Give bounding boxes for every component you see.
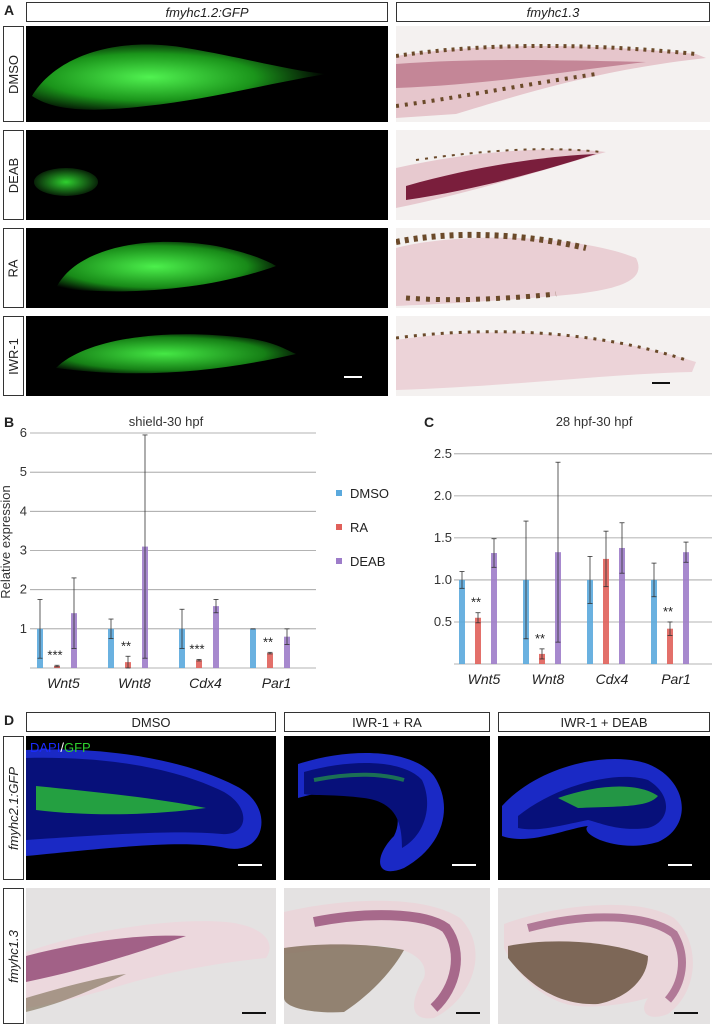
gfp-image-iwr1 (26, 316, 388, 396)
x-tick-label: Wnt5 (468, 671, 501, 687)
bar-ra (267, 653, 273, 668)
ish-image-deab (396, 130, 710, 220)
ish-image-d-iwr-ra (284, 888, 490, 1024)
row-label-fmyhc2: fmyhc2.1:GFP (3, 736, 24, 880)
bar-deab (284, 636, 290, 668)
bar-ra (667, 628, 673, 664)
y-tick-label: 6 (20, 425, 27, 440)
row-label-dmso: DMSO (3, 26, 24, 122)
y-tick-label: 5 (20, 464, 27, 479)
bar-ra (196, 660, 202, 668)
bar-dmso (459, 579, 465, 664)
legend-swatch (336, 490, 342, 496)
bar-ra (475, 617, 481, 664)
confocal-image-iwr-ra (284, 736, 490, 880)
legend-label: DMSO (350, 485, 389, 501)
significance-label: *** (189, 641, 204, 656)
chart-legend: DMSO RA DEAB (336, 476, 406, 576)
scale-bar (452, 864, 476, 866)
stain-gfp: GFP (63, 740, 91, 755)
panel-d-header-iwr-ra: IWR-1 + RA (284, 712, 490, 732)
panel-b-letter: B (4, 414, 15, 430)
gfp-image-dmso (26, 26, 388, 122)
chart-c-title: 28 hpf-30 hpf (556, 414, 633, 429)
x-tick-label: Par1 (661, 671, 691, 687)
bar-dmso (651, 579, 657, 664)
bar-ra (603, 558, 609, 664)
x-tick-label: Par1 (262, 675, 292, 691)
row-label-fmyhc13: fmyhc1.3 (3, 888, 24, 1024)
chart-b: shield-30 hpf Relative expression 1 2 3 4 5 6… (0, 414, 316, 691)
y-tick-label: 1 (20, 621, 27, 636)
chart-b-ylabel: Relative expression (0, 485, 13, 598)
scale-bar (456, 1012, 480, 1014)
ish-image-d-iwr-deab (498, 888, 710, 1024)
scale-bar (674, 1012, 698, 1014)
row-label-iwr1: IWR-1 (3, 316, 24, 396)
x-tick-label: Cdx4 (596, 671, 629, 687)
legend-swatch (336, 558, 342, 564)
legend-swatch (336, 524, 342, 530)
chart-b-title: shield-30 hpf (129, 414, 204, 429)
y-tick-label: 2 (20, 582, 27, 597)
y-tick-label: 4 (20, 503, 27, 518)
y-tick-label: 1.0 (434, 572, 452, 587)
confocal-image-dmso: DAPI/GFP (26, 736, 276, 880)
bar-deab (683, 552, 689, 664)
y-tick-label: 3 (20, 543, 27, 558)
bar-deab (491, 553, 497, 664)
legend-label: DEAB (350, 553, 386, 569)
x-tick-label: Wnt5 (47, 675, 80, 691)
x-tick-label: Wnt8 (532, 671, 565, 687)
significance-label: ** (471, 595, 481, 610)
y-tick-label: 1.5 (434, 530, 452, 545)
bar-dmso (250, 628, 256, 668)
y-tick-label: 2.5 (434, 446, 452, 461)
legend-item-ra: RA (336, 510, 406, 544)
significance-label: ** (121, 638, 131, 653)
ish-image-d-dmso (26, 888, 276, 1024)
ish-image-dmso (396, 26, 710, 122)
significance-label: ** (663, 604, 673, 619)
bar-dmso (587, 579, 593, 664)
legend-label: RA (350, 519, 369, 535)
x-tick-label: Cdx4 (189, 675, 222, 691)
scale-bar (238, 864, 262, 866)
bar-deab (213, 606, 219, 668)
stain-legend: DAPI/GFP (30, 740, 91, 755)
row-label-deab: DEAB (3, 130, 24, 220)
y-tick-label: 2.0 (434, 488, 452, 503)
ish-image-ra (396, 228, 710, 308)
scale-bar (344, 376, 362, 378)
confocal-image-iwr-deab (498, 736, 710, 880)
row-label-ra: RA (3, 228, 24, 308)
scale-bar (668, 864, 692, 866)
scale-bar (652, 382, 670, 384)
panel-a-header-ish: fmyhc1.3 (396, 2, 710, 22)
panel-d-letter: D (4, 712, 15, 728)
significance-label: ** (535, 631, 545, 646)
bar-deab (619, 547, 625, 664)
panel-d-header-iwr-deab: IWR-1 + DEAB (498, 712, 710, 732)
chart-c: 28 hpf-30 hpf 0.5 1.0 1.5 2.0 2.5 ** Wnt5 ** Wnt… (434, 414, 712, 687)
y-tick-label: 0.5 (434, 614, 452, 629)
significance-label: ** (263, 634, 273, 649)
panel-c-letter: C (424, 414, 435, 430)
scale-bar (242, 1012, 266, 1014)
panel-d-header-dmso: DMSO (26, 712, 276, 732)
significance-label: *** (47, 647, 62, 662)
ish-image-iwr1 (396, 316, 710, 396)
stain-dapi: DAPI (30, 740, 61, 755)
bar-dmso (108, 628, 114, 668)
legend-item-dmso: DMSO (336, 476, 406, 510)
gfp-image-ra (26, 228, 388, 308)
stain-separator: / (60, 740, 64, 755)
panel-a-header-gfp: fmyhc1.2:GFP (26, 2, 388, 22)
x-tick-label: Wnt8 (118, 675, 151, 691)
legend-item-deab: DEAB (336, 544, 406, 578)
gfp-image-deab (26, 130, 388, 220)
panel-a-letter: A (4, 2, 15, 18)
